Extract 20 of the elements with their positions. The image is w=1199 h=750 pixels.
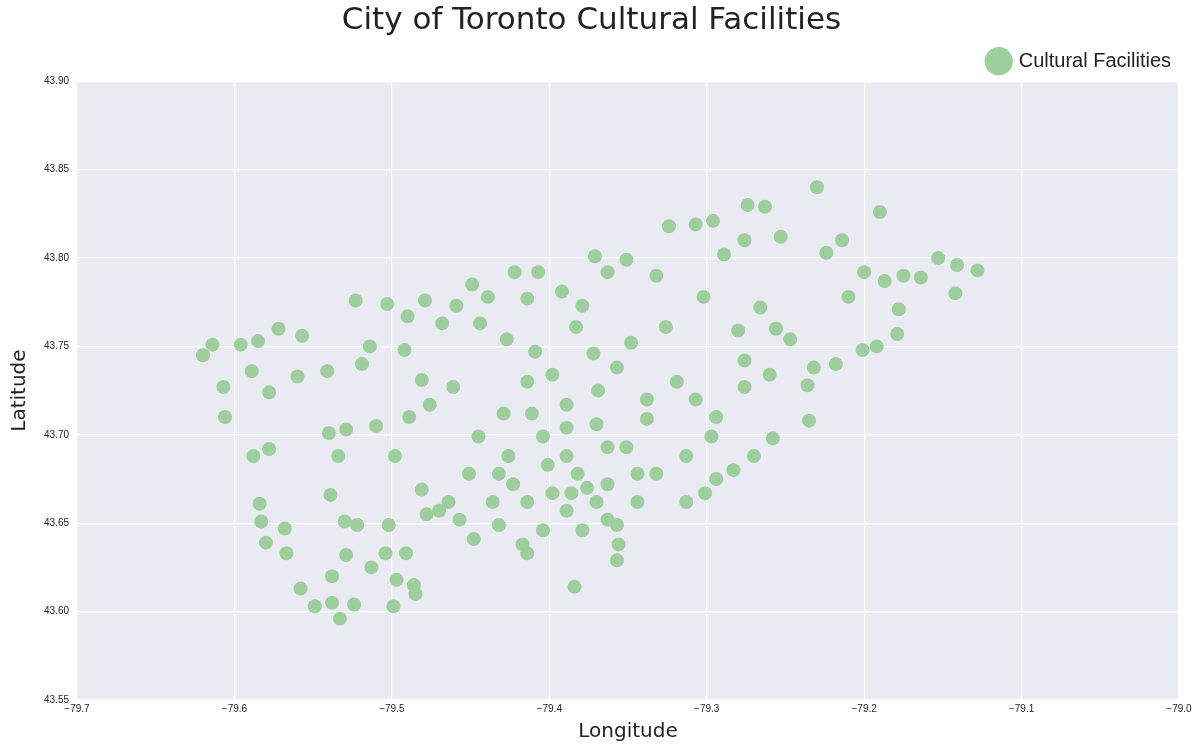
x-tick-label: −79.4 xyxy=(536,702,563,714)
y-tick-label: 43.65 xyxy=(43,516,70,528)
y-axis-title: Latitude xyxy=(6,349,31,432)
chart-title: City of Toronto Cultural Facilities xyxy=(341,0,842,36)
y-tick-label: 43.75 xyxy=(43,340,70,352)
x-tick-label: −79.5 xyxy=(379,702,405,714)
y-tick-label: 43.85 xyxy=(43,163,70,175)
x-tick-label: −79.7 xyxy=(64,702,91,714)
y-tick-label: 43.60 xyxy=(43,605,70,617)
legend-label: Cultural Facilities xyxy=(1018,48,1171,71)
x-axis-title: Longitude xyxy=(578,718,678,743)
x-tick-label: −79.6 xyxy=(221,702,248,714)
y-tick-label: 43.70 xyxy=(43,428,70,440)
x-tick-label: −79.1 xyxy=(1008,702,1035,714)
y-tick-label: 43.90 xyxy=(43,74,70,86)
y-tick-label: 43.55 xyxy=(43,693,70,705)
x-tick-label: −79.3 xyxy=(694,702,720,714)
y-tick-label: 43.80 xyxy=(43,251,70,263)
x-tick-label: −79.2 xyxy=(851,702,878,714)
x-tick-label: −79.0 xyxy=(1166,702,1193,714)
